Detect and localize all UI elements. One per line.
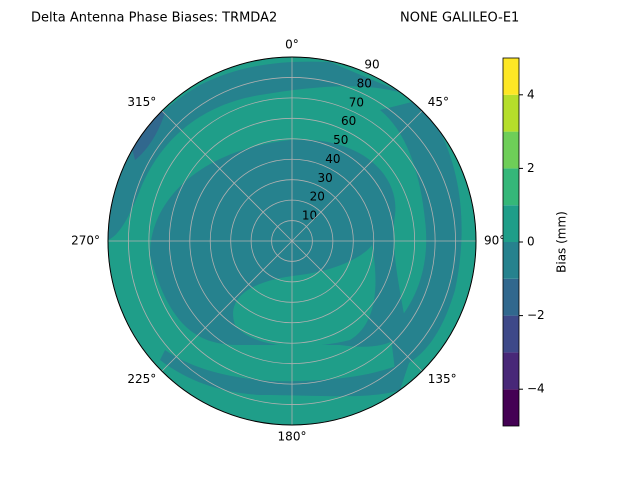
contour-region [233,245,376,347]
colorbar-band [503,131,519,169]
colorbar-band [503,389,519,426]
colorbar-band [503,242,519,279]
contour-region [160,350,410,397]
theta-tick-label: 270° [71,234,100,248]
colorbar-band [503,205,519,242]
r-tick-label: 30 [317,171,332,185]
r-tick-label: 20 [310,190,325,204]
r-tick-label: 40 [325,152,340,166]
colorbar-tick-label: 0 [527,235,535,249]
colorbar-tick-label: −4 [527,382,545,396]
contour-region [108,61,420,241]
contour-region [380,100,462,370]
grid-spoke [291,110,423,242]
theta-tick-label: 90° [484,234,505,248]
colorbar-band [503,315,519,353]
theta-tick-label: 0° [285,38,299,52]
colorbar-band [503,278,519,316]
r-tick-label: 60 [341,114,356,128]
grid-spoke [291,240,423,372]
colorbar-label: Bias (mm) [555,211,569,273]
contour-region [130,111,165,160]
chart-title: Delta Antenna Phase Biases: TRMDA2 [31,11,277,26]
colorbar-tick-label: 2 [527,161,535,175]
theta-tick-label: 135° [428,372,457,386]
colorbar-band [503,94,519,132]
theta-tick-label: 225° [127,372,156,386]
chart-subtitle: NONE GALILEO-E1 [400,11,519,26]
overlay: 1020304050607080900°45°90°135°180°225°27… [71,38,568,444]
plot-frame [107,56,477,426]
r-tick-label: 70 [349,95,364,109]
r-tick-label: 90 [364,58,379,72]
theta-tick-label: 45° [428,95,449,109]
colorbar-band [503,168,519,206]
r-tick-label: 80 [357,76,372,90]
colorbar-tick-label: −2 [527,308,545,322]
colorbar-tick-label: 4 [527,87,535,101]
grid-spoke [161,240,293,372]
theta-tick-label: 180° [278,430,307,444]
theta-tick-label: 315° [127,95,156,109]
r-tick-label: 10 [302,209,317,223]
grid-spoke [161,110,293,242]
r-tick-label: 50 [333,133,348,147]
colorbar-band [503,58,519,95]
colorbar-band [503,352,519,390]
